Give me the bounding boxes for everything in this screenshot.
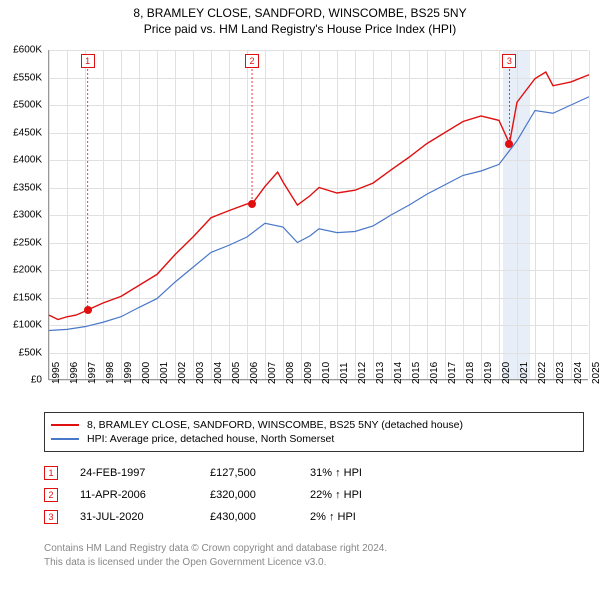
- sale-marker-box: 2: [245, 54, 259, 68]
- legend-row: HPI: Average price, detached house, Nort…: [51, 433, 577, 445]
- y-axis-label: £0: [31, 375, 42, 386]
- y-axis-label: £500K: [13, 100, 42, 111]
- title-block: 8, BRAMLEY CLOSE, SANDFORD, WINSCOMBE, B…: [0, 0, 600, 36]
- footer-text: Contains HM Land Registry data © Crown c…: [44, 542, 387, 569]
- sale-pct: 2% ↑ HPI: [310, 511, 390, 523]
- series-line: [49, 72, 589, 320]
- sales-row: 3 31-JUL-2020£430,0002% ↑ HPI: [44, 506, 390, 528]
- legend: 8, BRAMLEY CLOSE, SANDFORD, WINSCOMBE, B…: [44, 412, 584, 452]
- legend-label: 8, BRAMLEY CLOSE, SANDFORD, WINSCOMBE, B…: [87, 419, 463, 431]
- y-axis-label: £550K: [13, 72, 42, 83]
- x-axis-label: 2017: [447, 362, 458, 384]
- y-axis-label: £100K: [13, 320, 42, 331]
- x-axis-label: 2021: [519, 362, 530, 384]
- sale-marker-box: 3: [502, 54, 516, 68]
- x-axis-label: 1995: [51, 362, 62, 384]
- x-axis-label: 2000: [141, 362, 152, 384]
- chart-subtitle: Price paid vs. HM Land Registry's House …: [0, 22, 600, 36]
- x-axis-label: 1999: [123, 362, 134, 384]
- sales-table: 1 24-FEB-1997£127,50031% ↑ HPI 2 11-APR-200…: [44, 462, 390, 528]
- x-axis-label: 2023: [555, 362, 566, 384]
- x-axis-label: 1997: [87, 362, 98, 384]
- y-axis-label: £450K: [13, 127, 42, 138]
- sale-price: £127,500: [210, 467, 310, 479]
- y-axis-label: £50K: [19, 347, 42, 358]
- x-axis-label: 2015: [411, 362, 422, 384]
- sale-pct: 31% ↑ HPI: [310, 467, 390, 479]
- sale-number-box: 2: [44, 488, 58, 502]
- footer-line: Contains HM Land Registry data © Crown c…: [44, 542, 387, 556]
- sale-price: £430,000: [210, 511, 310, 523]
- x-axis-label: 2011: [339, 362, 350, 384]
- x-axis-label: 2012: [357, 362, 368, 384]
- footer-line: This data is licensed under the Open Gov…: [44, 556, 387, 570]
- sale-number-box: 3: [44, 510, 58, 524]
- sale-dot: [248, 200, 256, 208]
- x-axis-label: 2003: [195, 362, 206, 384]
- y-axis-label: £350K: [13, 182, 42, 193]
- series-line: [49, 97, 589, 331]
- x-axis-label: 2009: [303, 362, 314, 384]
- y-axis-label: £150K: [13, 292, 42, 303]
- x-axis-label: 2001: [159, 362, 170, 384]
- sales-row: 2 11-APR-2006£320,00022% ↑ HPI: [44, 484, 390, 506]
- sale-pct: 22% ↑ HPI: [310, 489, 390, 501]
- x-axis-label: 2018: [465, 362, 476, 384]
- y-axis-label: £200K: [13, 265, 42, 276]
- legend-row: 8, BRAMLEY CLOSE, SANDFORD, WINSCOMBE, B…: [51, 419, 577, 431]
- sale-dot: [505, 140, 513, 148]
- sale-price: £320,000: [210, 489, 310, 501]
- x-axis-label: 2014: [393, 362, 404, 384]
- x-axis-label: 2002: [177, 362, 188, 384]
- x-axis-label: 2006: [249, 362, 260, 384]
- sale-date: 11-APR-2006: [80, 489, 210, 501]
- sale-marker-box: 1: [81, 54, 95, 68]
- legend-label: HPI: Average price, detached house, Nort…: [87, 433, 334, 445]
- legend-swatch: [51, 438, 79, 440]
- y-axis-label: £400K: [13, 155, 42, 166]
- sales-row: 1 24-FEB-1997£127,50031% ↑ HPI: [44, 462, 390, 484]
- chart-container: 8, BRAMLEY CLOSE, SANDFORD, WINSCOMBE, B…: [0, 0, 600, 590]
- x-axis-label: 2004: [213, 362, 224, 384]
- x-axis-label: 2022: [537, 362, 548, 384]
- y-axis-label: £300K: [13, 210, 42, 221]
- chart-area: 123 £0£50K£100K£150K£200K£250K£300K£350K…: [48, 50, 588, 380]
- sale-number-box: 1: [44, 466, 58, 480]
- line-svg: [49, 50, 589, 380]
- x-axis-label: 2010: [321, 362, 332, 384]
- legend-swatch: [51, 424, 79, 426]
- x-axis-label: 2008: [285, 362, 296, 384]
- x-axis-label: 2019: [483, 362, 494, 384]
- x-axis-label: 2025: [591, 362, 600, 384]
- x-axis-label: 2024: [573, 362, 584, 384]
- chart-title: 8, BRAMLEY CLOSE, SANDFORD, WINSCOMBE, B…: [0, 6, 600, 20]
- y-axis-label: £600K: [13, 45, 42, 56]
- gridline-v: [589, 50, 590, 379]
- x-axis-label: 2013: [375, 362, 386, 384]
- plot-region: 1 2 3: [48, 50, 588, 380]
- x-axis-label: 2007: [267, 362, 278, 384]
- x-axis-label: 2005: [231, 362, 242, 384]
- x-axis-label: 2020: [501, 362, 512, 384]
- x-axis-label: 2016: [429, 362, 440, 384]
- sale-date: 24-FEB-1997: [80, 467, 210, 479]
- x-axis-label: 1998: [105, 362, 116, 384]
- x-axis-label: 1996: [69, 362, 80, 384]
- y-axis-label: £250K: [13, 237, 42, 248]
- sale-dot: [84, 306, 92, 314]
- sale-date: 31-JUL-2020: [80, 511, 210, 523]
